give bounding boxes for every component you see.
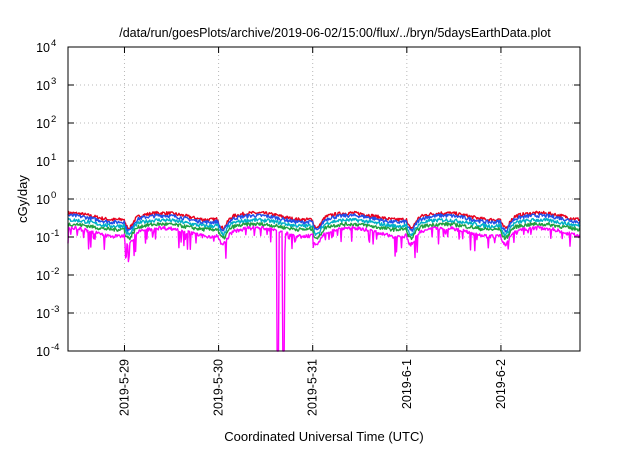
x-tick-label: 2019-6-1 bbox=[400, 359, 414, 409]
y-tick-label: 10 bbox=[36, 79, 50, 93]
y-tick-label: 10 bbox=[36, 155, 50, 169]
x-tick-label: 2019-5-29 bbox=[117, 359, 131, 416]
series-line bbox=[67, 225, 581, 352]
chart-title: /data/run/goesPlots/archive/2019-06-02/1… bbox=[119, 26, 551, 40]
grid bbox=[68, 47, 580, 351]
x-tick-label: 2019-5-30 bbox=[212, 359, 226, 416]
series-line bbox=[67, 210, 581, 231]
y-axis-label: cGy/day bbox=[15, 175, 30, 223]
y-tick-label: 10 bbox=[36, 345, 50, 359]
y-tick-label: 10 bbox=[36, 117, 50, 131]
series-layer bbox=[67, 210, 581, 352]
x-tick-label: 2019-5-31 bbox=[306, 359, 320, 416]
x-axis-label: Coordinated Universal Time (UTC) bbox=[224, 429, 423, 444]
y-tick-exponent: -1 bbox=[51, 228, 59, 239]
y-tick-label: 10 bbox=[36, 193, 50, 207]
y-tick-exponent: 0 bbox=[51, 190, 56, 201]
y-tick-exponent: -3 bbox=[51, 304, 59, 315]
y-tick-exponent: 4 bbox=[51, 38, 56, 49]
y-tick-exponent: 3 bbox=[51, 76, 56, 87]
y-tick-exponent: -2 bbox=[51, 266, 59, 277]
y-tick-label: 10 bbox=[36, 41, 50, 55]
series-line bbox=[67, 213, 581, 233]
y-tick-exponent: 2 bbox=[51, 114, 56, 125]
y-tick-exponent: -4 bbox=[51, 342, 59, 353]
series-line bbox=[67, 221, 581, 241]
y-tick-exponent: 1 bbox=[51, 152, 56, 163]
series-line bbox=[67, 217, 581, 237]
y-tick-label: 10 bbox=[36, 269, 50, 283]
y-tick-label: 10 bbox=[36, 307, 50, 321]
x-tick-label: 2019-6-2 bbox=[494, 359, 508, 409]
y-tick-label: 10 bbox=[36, 231, 50, 245]
